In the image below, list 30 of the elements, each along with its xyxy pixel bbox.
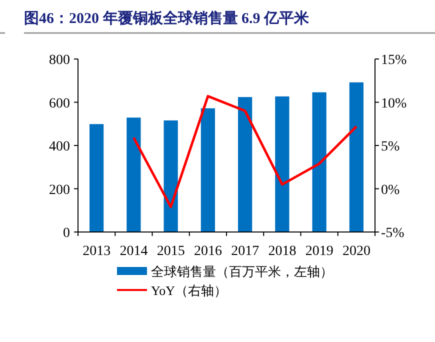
y-tick-label: 200 <box>49 182 70 198</box>
y2-tick-label: 15% <box>381 53 407 68</box>
x-tick-label: 2013 <box>82 244 111 259</box>
y2-tick-label: 10% <box>381 96 407 112</box>
x-tick-label: 2014 <box>120 244 148 259</box>
legend-label: YoY（右轴） <box>151 283 227 298</box>
bar <box>349 82 364 232</box>
y2-tick-label: -5% <box>381 226 405 241</box>
y-tick-label: 600 <box>49 96 70 112</box>
bar <box>275 96 290 232</box>
legend-label: 全球销售量（百万平米，左轴） <box>151 264 333 279</box>
y2-tick-label: 5% <box>381 140 400 154</box>
x-tick-label: 2016 <box>194 244 222 259</box>
line-series <box>132 94 358 208</box>
bar <box>238 97 252 232</box>
x-tick-label: 2020 <box>342 244 370 259</box>
y-tick-label: 800 <box>49 53 70 68</box>
y2-tick-label: 0% <box>381 182 400 198</box>
bar <box>126 118 141 232</box>
x-tick-label: 2018 <box>268 244 296 259</box>
chart-title: 图46：2020 年覆铜板全球销售量 6.9 亿平米 <box>24 10 310 27</box>
bar <box>200 108 215 232</box>
x-tick-label: 2019 <box>305 244 334 259</box>
bar <box>90 124 104 232</box>
y-tick-label: 400 <box>49 140 70 154</box>
x-tick-label: 2015 <box>156 244 185 259</box>
bar <box>164 120 178 232</box>
bar <box>312 92 326 232</box>
y-tick-label: 0 <box>63 226 70 241</box>
x-tick-label: 2017 <box>231 244 260 259</box>
